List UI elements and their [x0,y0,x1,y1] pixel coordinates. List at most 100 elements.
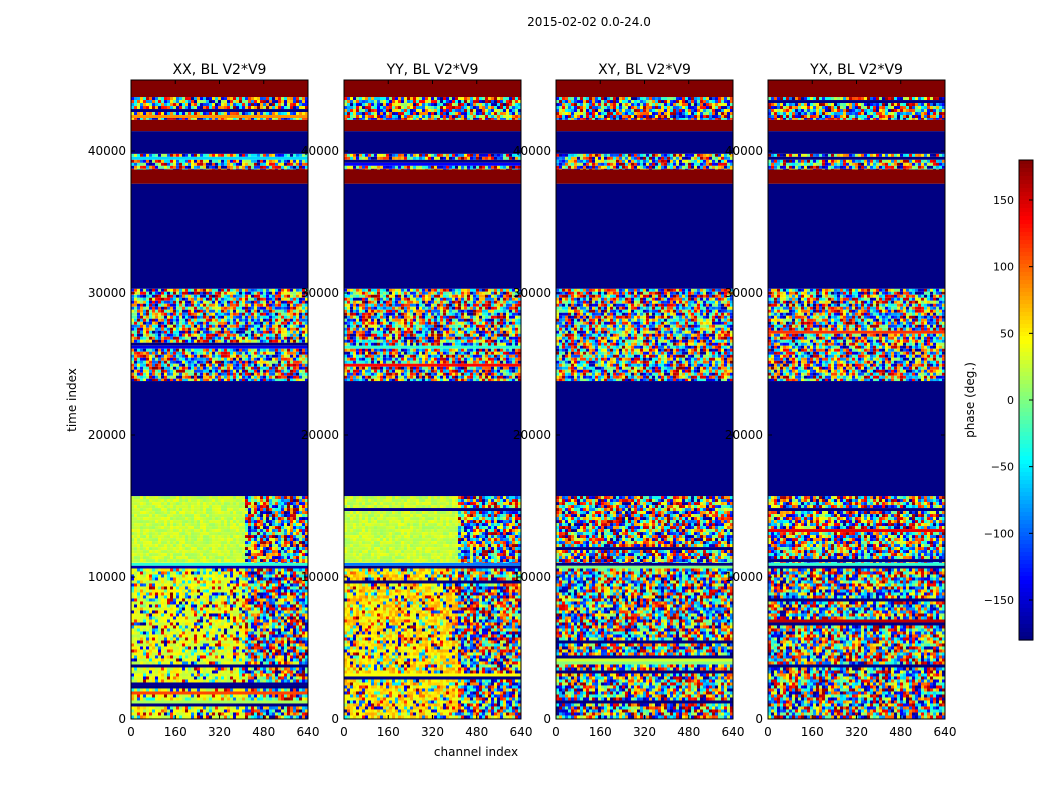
x-tick-label: 320 [845,725,868,739]
x-tick-label: 0 [127,725,135,739]
x-tick-label: 480 [465,725,488,739]
panel-heatmap-image [344,80,521,719]
phase-band-4 [344,289,521,381]
figure: 2015-02-02 0.0-24.0 channel index time i… [0,0,1050,800]
x-axis-label: channel index [434,745,518,759]
y-axis-label: time index [65,368,79,432]
y-tick-label: 40000 [725,144,763,158]
phase-band-0 [344,568,521,719]
x-tick-label: 320 [208,725,231,739]
y-tick-label: 0 [543,712,551,726]
phase-band-5 [131,184,308,289]
colorbar-tick-label: −50 [991,461,1014,474]
y-tick-label: 20000 [88,428,126,442]
colorbar-label: phase (deg.) [963,362,977,438]
x-tick-label: 320 [421,725,444,739]
y-tick-label: 30000 [301,286,339,300]
phase-band-6 [768,169,945,183]
x-tick-label: 160 [589,725,612,739]
phase-band-10 [556,97,733,120]
x-tick-label: 640 [510,725,533,739]
phase-band-5 [344,184,521,289]
y-tick-label: 20000 [725,428,763,442]
phase-band-6 [344,169,521,183]
phase-band-4 [556,289,733,381]
phase-band-6 [131,169,308,183]
y-tick-label: 10000 [513,570,551,584]
phase-heatmap-figure: 2015-02-02 0.0-24.0 channel index time i… [0,0,1050,800]
colorbar-tick-label: −150 [984,594,1014,607]
phase-band-9 [344,120,521,131]
phase-band-0 [768,568,945,719]
y-tick-label: 10000 [88,570,126,584]
panel-heatmap-image [556,80,733,719]
phase-band-0 [556,568,733,719]
y-tick-label: 40000 [88,144,126,158]
x-tick-label: 160 [164,725,187,739]
phase-band-0 [131,568,308,719]
y-tick-label: 40000 [513,144,551,158]
phase-band-1 [344,563,521,569]
phase-band-5 [556,184,733,289]
y-tick-label: 0 [118,712,126,726]
phase-band-10 [131,97,308,120]
phase-band-8 [556,131,733,154]
colorbar-tick-label: 50 [1000,327,1014,340]
y-tick-label: 0 [755,712,763,726]
phase-band-7 [768,154,945,170]
phase-band-3 [768,381,945,496]
phase-band-2 [344,496,521,563]
x-tick-label: 320 [633,725,656,739]
phase-band-5 [768,184,945,289]
panel-heatmap-image [131,80,308,719]
phase-band-2 [768,496,945,563]
phase-band-2 [556,496,733,563]
phase-band-6 [556,169,733,183]
phase-band-9 [768,120,945,131]
phase-band-3 [556,381,733,496]
phase-band-1 [131,563,308,569]
panel-2: YY, BL V2*V9 0 160 320 480 640 0 10000 20000 3000… [301,62,533,739]
x-tick-label: 160 [377,725,400,739]
colorbar-tick-label: 100 [993,261,1014,274]
phase-band-1 [556,563,733,569]
y-tick-label: 30000 [725,286,763,300]
panel-heatmap-image [768,80,945,719]
phase-band-8 [131,131,308,154]
x-tick-label: 640 [297,725,320,739]
y-tick-label: 20000 [513,428,551,442]
phase-band-9 [556,120,733,131]
phase-band-4 [768,289,945,381]
phase-band-7 [344,154,521,170]
phase-band-3 [344,381,521,496]
figure-title: 2015-02-02 0.0-24.0 [527,15,651,29]
phase-band-1 [768,563,945,569]
x-tick-label: 480 [889,725,912,739]
x-tick-label: 0 [552,725,560,739]
y-tick-label: 0 [331,712,339,726]
panel-title: YY, BL V2*V9 [386,62,479,78]
y-tick-label: 10000 [725,570,763,584]
x-tick-label: 640 [934,725,957,739]
x-tick-label: 0 [340,725,348,739]
phase-band-8 [768,131,945,154]
phase-band-4 [131,289,308,381]
phase-band-2 [131,496,308,563]
panel-title: XX, BL V2*V9 [173,62,267,78]
phase-band-7 [131,154,308,170]
x-tick-label: 640 [722,725,745,739]
y-tick-label: 30000 [513,286,551,300]
y-tick-label: 40000 [301,144,339,158]
y-tick-label: 10000 [301,570,339,584]
y-tick-label: 20000 [301,428,339,442]
colorbar-tick-label: 0 [1007,394,1014,407]
phase-band-10 [768,97,945,120]
x-tick-label: 480 [677,725,700,739]
colorbar-tick-label: −100 [984,527,1014,540]
phase-band-9 [131,120,308,131]
x-tick-label: 160 [801,725,824,739]
phase-band-10 [344,97,521,120]
